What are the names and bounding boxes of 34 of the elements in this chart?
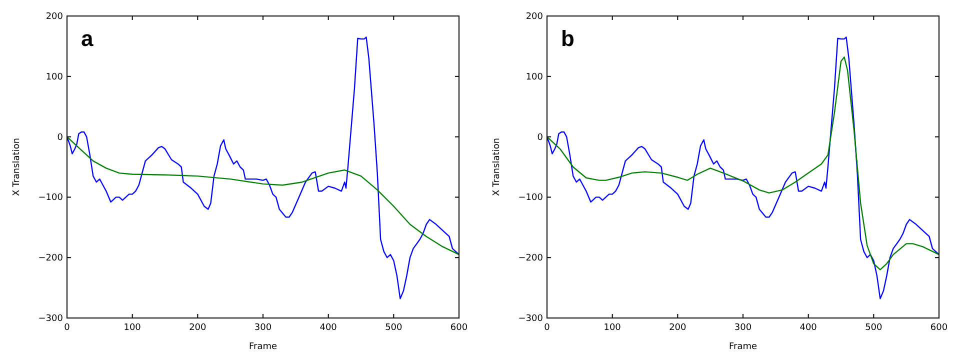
x-axis-title: Frame <box>248 342 278 352</box>
x-tick-label: 600 <box>450 323 468 333</box>
x-tick-label: 300 <box>254 323 272 333</box>
x-tick-label: 500 <box>385 323 403 333</box>
y-tick-label: 0 <box>537 132 544 143</box>
x-tick-label: 100 <box>124 323 142 333</box>
y-tick-label: −300 <box>518 314 544 324</box>
x-axis-title: Frame <box>728 342 758 352</box>
x-tick-label: 400 <box>800 323 818 333</box>
x-tick-label: 500 <box>865 323 883 333</box>
y-tick-label: 200 <box>526 12 544 22</box>
y-axis-title: X Translation <box>12 138 22 196</box>
y-tick-label: 0 <box>57 132 64 143</box>
x-tick-label: 200 <box>189 323 207 333</box>
x-tick-label: 0 <box>544 323 550 333</box>
y-tick-label: −100 <box>38 193 64 204</box>
y-tick-label: 200 <box>46 12 64 22</box>
x-tick-label: 300 <box>734 323 752 333</box>
text: b <box>561 26 574 51</box>
y-tick-label: 100 <box>46 72 64 82</box>
y-axis-title: X Translation <box>492 138 502 196</box>
x-tick-label: 100 <box>604 323 622 333</box>
y-tick-label: −200 <box>38 254 64 264</box>
y-tick-label: 100 <box>526 72 544 82</box>
line-series <box>66 136 460 256</box>
x-tick-label: 200 <box>669 323 687 333</box>
line-series <box>546 56 940 270</box>
y-tick-label: −300 <box>38 314 64 324</box>
x-tick-label: 600 <box>930 323 948 333</box>
x-tick-label: 400 <box>320 323 338 333</box>
y-tick-label: −200 <box>518 254 544 264</box>
x-tick-label: 0 <box>64 323 70 333</box>
y-tick-label: −100 <box>518 193 544 204</box>
text: a <box>81 26 94 51</box>
